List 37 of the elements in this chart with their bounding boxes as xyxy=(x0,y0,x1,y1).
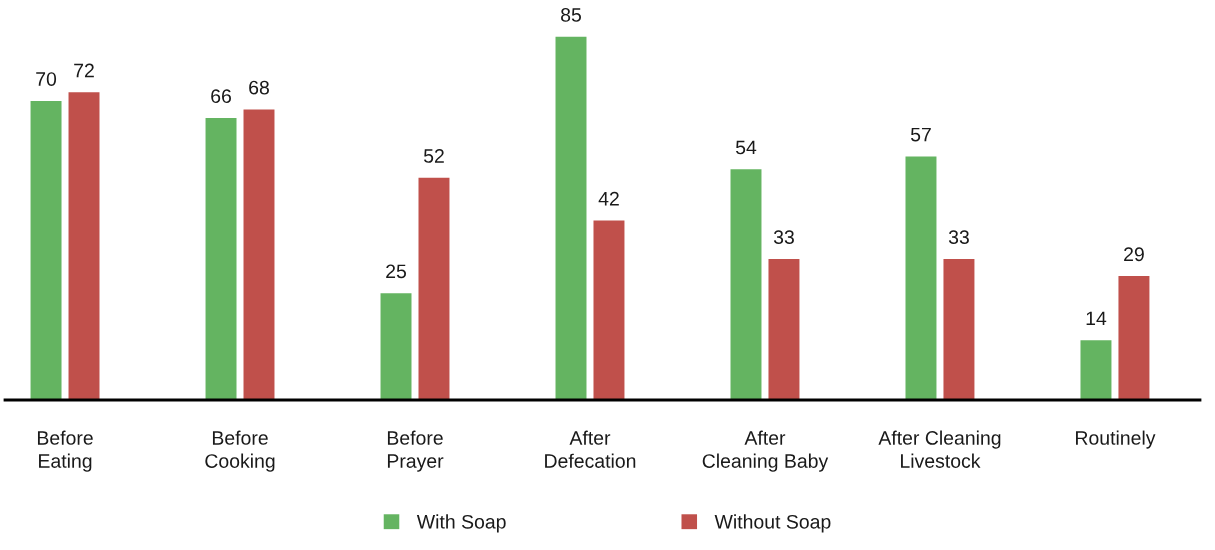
data-label: 70 xyxy=(36,72,57,86)
bar xyxy=(380,293,412,400)
x-tick-label: Before Prayer xyxy=(387,430,444,472)
bar xyxy=(555,36,587,400)
x-tick-label: After Cleaning Baby xyxy=(702,430,829,472)
bar xyxy=(68,92,100,400)
data-label: 54 xyxy=(735,140,757,155)
x-tick-label: Routinely xyxy=(1076,430,1156,449)
data-label: 29 xyxy=(1124,247,1144,262)
data-label: 57 xyxy=(910,127,931,142)
data-label: 25 xyxy=(386,264,407,279)
legend-label: With Soap xyxy=(416,514,506,533)
x-tick-label: Before Eating xyxy=(37,430,93,472)
data-label: 42 xyxy=(598,191,619,206)
x-tick-label: After Defecation xyxy=(545,430,636,468)
data-label: 72 xyxy=(74,63,94,78)
data-label: 68 xyxy=(249,80,269,95)
data-label: 85 xyxy=(561,8,581,22)
bar xyxy=(593,220,625,400)
bar xyxy=(30,100,62,400)
data-label: 33 xyxy=(773,230,794,245)
bar xyxy=(943,258,975,400)
data-label: 33 xyxy=(948,230,969,245)
bar xyxy=(905,156,937,400)
bar xyxy=(205,117,237,400)
x-tick-label: After Cleaning Livestock xyxy=(878,430,1001,468)
legend-label: Without Soap xyxy=(714,514,831,533)
bar xyxy=(768,258,800,400)
bar xyxy=(418,177,450,400)
bar xyxy=(730,169,762,400)
bar xyxy=(1080,340,1112,400)
bar xyxy=(1118,276,1150,400)
data-label: 66 xyxy=(211,89,231,104)
x-tick-label: Before Cooking xyxy=(205,430,275,472)
data-label: 14 xyxy=(1086,311,1107,326)
bar xyxy=(243,109,275,400)
data-label: 52 xyxy=(423,149,444,163)
